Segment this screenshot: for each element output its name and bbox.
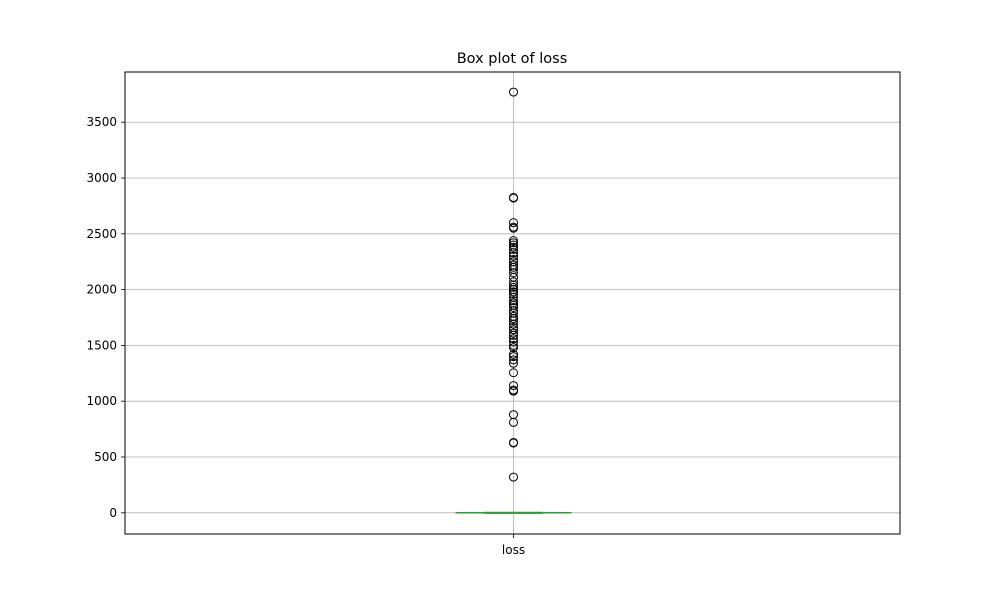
outlier-point bbox=[509, 410, 518, 420]
outlier-point bbox=[509, 334, 518, 344]
outlier-point bbox=[509, 352, 518, 362]
y-tick-label: 1000 bbox=[86, 394, 117, 408]
outlier-point bbox=[509, 238, 518, 248]
outlier-point bbox=[509, 242, 518, 252]
outlier-point bbox=[509, 236, 518, 246]
outlier-points bbox=[509, 87, 518, 482]
y-tick-label: 2000 bbox=[86, 283, 117, 297]
outlier-point bbox=[509, 437, 518, 447]
outlier-point bbox=[509, 282, 518, 292]
outlier-point bbox=[509, 358, 518, 368]
outlier-point bbox=[509, 254, 518, 264]
outlier-point bbox=[509, 343, 518, 353]
outlier-point bbox=[509, 381, 518, 391]
outlier-point bbox=[509, 277, 518, 287]
outlier-point bbox=[509, 251, 518, 261]
outlier-point bbox=[509, 349, 518, 359]
outlier-point bbox=[509, 472, 518, 482]
outlier-point bbox=[509, 193, 518, 203]
outlier-point bbox=[509, 222, 518, 232]
outlier-point bbox=[509, 296, 518, 306]
outlier-point bbox=[509, 368, 518, 378]
plot-area-frame bbox=[124, 71, 901, 535]
y-tick-label: 3500 bbox=[86, 115, 117, 129]
outlier-point bbox=[509, 323, 518, 333]
outlier-point bbox=[509, 325, 518, 335]
outlier-point bbox=[509, 311, 518, 321]
outlier-point bbox=[509, 287, 518, 297]
y-tick-label: 3000 bbox=[86, 171, 117, 185]
y-axis-ticks: 0 500 1000 1500 2000 2500 3000 3500 bbox=[86, 115, 125, 520]
outlier-point bbox=[509, 385, 518, 395]
box-plot-box bbox=[455, 511, 572, 514]
outlier-point bbox=[509, 298, 518, 308]
outlier-point bbox=[509, 328, 518, 338]
outlier-point bbox=[509, 289, 518, 299]
outlier-point bbox=[509, 340, 518, 350]
x-axis-ticks: loss bbox=[502, 534, 525, 557]
x-tick-label: loss bbox=[502, 543, 525, 557]
outlier-point bbox=[509, 257, 518, 267]
outlier-point bbox=[509, 260, 518, 270]
outlier-point bbox=[509, 337, 518, 347]
y-tick-label: 0 bbox=[109, 506, 117, 520]
outlier-point bbox=[509, 218, 518, 228]
outlier-point bbox=[509, 87, 518, 97]
outlier-point bbox=[509, 244, 518, 254]
y-tick-label: 1500 bbox=[86, 338, 117, 352]
y-tick-label: 500 bbox=[94, 450, 117, 464]
outlier-point bbox=[509, 302, 518, 312]
grid-lines bbox=[125, 72, 900, 534]
outlier-point bbox=[509, 240, 518, 250]
chart-title: Box plot of loss bbox=[457, 51, 568, 67]
y-tick-label: 2500 bbox=[86, 227, 117, 241]
outlier-point bbox=[509, 355, 518, 365]
